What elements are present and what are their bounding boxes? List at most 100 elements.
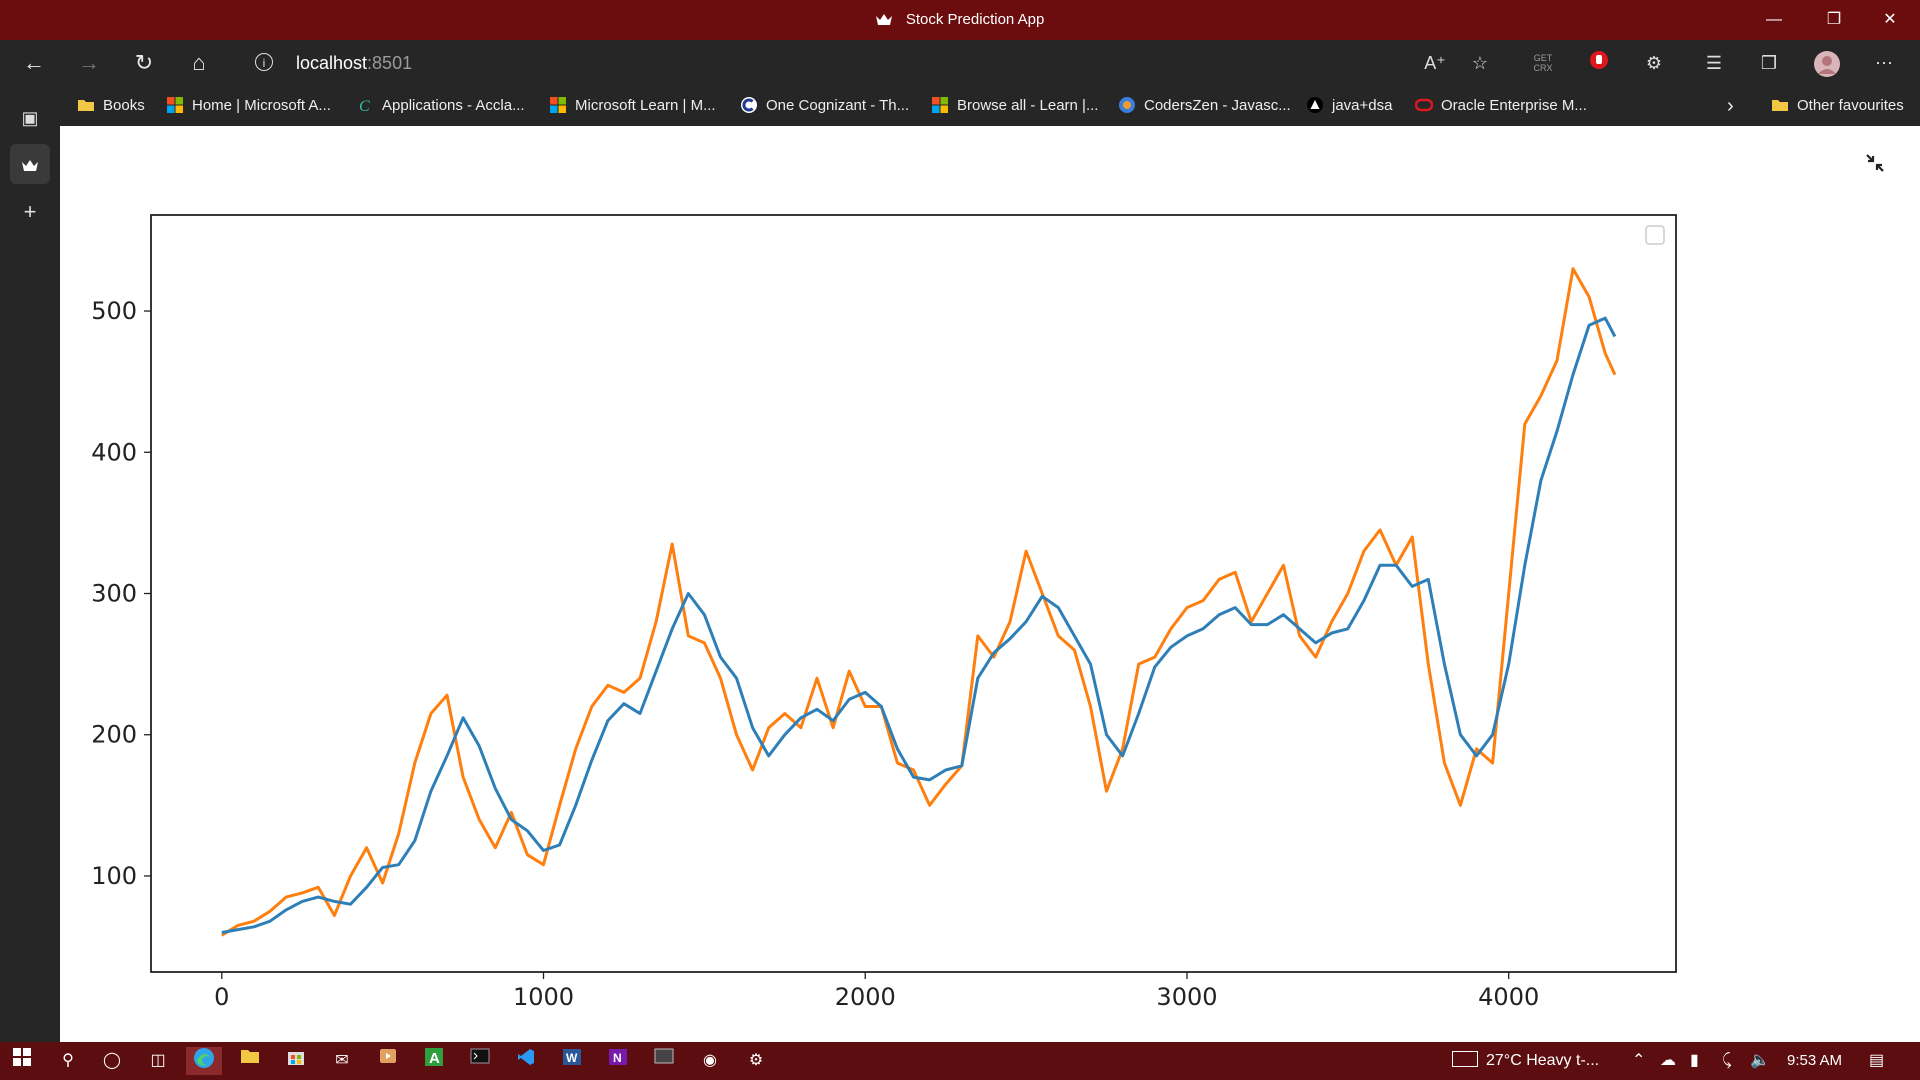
search-icon[interactable]: ⚲ (62, 1052, 74, 1069)
app-window-icon (654, 1048, 674, 1064)
svg-text:W: W (566, 1051, 578, 1065)
favourites-icon[interactable]: ☰ (1705, 53, 1723, 73)
microsoft-icon (550, 97, 566, 113)
bookmark-java-dsa[interactable]: java+dsa (1306, 86, 1392, 126)
new-tab-button[interactable]: + (23, 199, 37, 224)
window-title: Stock Prediction App (905, 11, 1045, 28)
folder-icon (241, 1050, 259, 1063)
weather-widget[interactable]: 27°C Heavy t-... (1452, 1042, 1599, 1080)
show-hidden-icons-chevron-icon[interactable]: ⌃ (1632, 1052, 1646, 1069)
other-favourites[interactable]: Other favourites (1771, 86, 1904, 126)
volume-icon[interactable]: 🔈 (1750, 1052, 1770, 1069)
media-player-icon[interactable] (374, 1047, 402, 1075)
window-app-icon[interactable] (650, 1047, 678, 1075)
microsoft-icon (932, 97, 948, 113)
profile-avatar[interactable] (1813, 50, 1840, 77)
x-tick-label: 4000 (1478, 983, 1539, 1011)
more-menu-icon[interactable]: ⋯ (1875, 53, 1893, 73)
tab-stock-prediction-app[interactable] (10, 144, 50, 184)
command-prompt-icon (470, 1048, 490, 1064)
streamlit-crown-icon (22, 160, 38, 171)
bookmark-applications[interactable]: C Applications - Accla... (356, 86, 525, 126)
y-tick-label: 300 (91, 580, 137, 608)
legend-box (1645, 225, 1665, 245)
exit-fullscreen-icon[interactable] (1865, 153, 1885, 173)
series-line-1 (221, 316, 1617, 934)
word-icon[interactable]: W (558, 1047, 586, 1075)
windows-taskbar: ⚲ ◯ ◫ ✉ A W N ◉ ⚙ 27°C Heavy t-... ⌃ ☁ ▮… (0, 1042, 1920, 1080)
y-tick-label: 400 (91, 438, 137, 466)
extension-hand-icon[interactable] (1586, 50, 1612, 76)
battery-icon[interactable]: ▮ (1690, 1052, 1699, 1069)
windows-logo-icon (13, 1048, 31, 1066)
green-a-icon: A (425, 1048, 443, 1067)
video-icon (380, 1049, 396, 1063)
extensions-icon[interactable]: ⚙ (1645, 53, 1663, 73)
notification-center-icon[interactable]: ▤ (1869, 1052, 1885, 1069)
edge-browser-icon (194, 1048, 214, 1068)
site-info-icon[interactable]: i (255, 53, 273, 71)
plot-frame (150, 214, 1677, 973)
bookmark-one-cognizant[interactable]: One Cognizant - Th... (740, 86, 909, 126)
minimize-button[interactable]: — (1766, 11, 1782, 28)
mail-icon[interactable]: ✉ (335, 1052, 349, 1069)
collections-icon[interactable]: ❒ (1760, 53, 1778, 73)
bookmark-browse-all-learn[interactable]: Browse all - Learn |... (931, 86, 1098, 126)
get-crx-extension-icon[interactable]: GET CRX (1533, 53, 1553, 73)
weather-text: 27°C Heavy t-... (1486, 1052, 1600, 1069)
page-content: 0 1000 2000 3000 4000 100 200 300 400 500 (60, 126, 1920, 1042)
file-explorer-icon[interactable] (236, 1047, 264, 1075)
microsoft-word-icon: W (563, 1049, 581, 1065)
back-button[interactable]: ← (23, 50, 45, 75)
read-aloud-icon[interactable]: A⁺ (1424, 53, 1446, 73)
onenote-icon[interactable]: N (604, 1047, 632, 1075)
news-weather-icon (1452, 1051, 1478, 1067)
home-button[interactable]: ⌂ (192, 50, 206, 75)
bookmark-oracle[interactable]: Oracle Enterprise M... (1415, 86, 1587, 126)
restore-button[interactable]: ❐ (1826, 11, 1842, 28)
red-hand-icon (1590, 51, 1608, 69)
svg-text:C: C (359, 98, 370, 114)
cortana-icon[interactable]: ◯ (103, 1052, 121, 1069)
avatar (1814, 51, 1840, 77)
onedrive-icon[interactable]: ☁ (1660, 1052, 1676, 1069)
forward-button[interactable]: → (78, 50, 100, 75)
svg-text:N: N (613, 1051, 622, 1065)
wifi-icon[interactable]: ⤹ (1722, 1052, 1732, 1069)
oracle-icon (1415, 98, 1433, 112)
refresh-button[interactable]: ↻ (134, 50, 154, 75)
microsoft-onenote-icon: N (609, 1049, 627, 1065)
microsoft-icon (167, 97, 183, 113)
terminal-icon[interactable] (466, 1047, 494, 1075)
edge-taskbar-icon[interactable] (186, 1047, 222, 1075)
favourites-bar: Books Home | Microsoft A... C Application… (60, 86, 1920, 126)
y-tick-label: 200 (91, 721, 137, 749)
close-button[interactable]: ✕ (1883, 11, 1897, 28)
settings-icon[interactable]: ⚙ (748, 1052, 764, 1069)
browser-toolbar: ← → ↻ ⌂ i localhost:8501 A⁺ ☆ GET CRX ⚙ … (0, 40, 1920, 86)
address-bar[interactable]: i localhost:8501 (240, 46, 1490, 80)
svg-text:A: A (429, 1050, 440, 1067)
bookmark-books[interactable]: Books (77, 86, 145, 126)
more-favourites-chevron-icon[interactable]: › (1727, 95, 1734, 117)
add-favourite-icon[interactable]: ☆ (1471, 53, 1489, 73)
bookmark-microsoft-learn[interactable]: Microsoft Learn | M... (549, 86, 716, 126)
triangle-icon (1307, 97, 1323, 113)
store-icon (288, 1052, 304, 1065)
streamlit-crown-icon (875, 14, 892, 25)
bookmark-coderszen[interactable]: CodersZen - Javasc... (1118, 86, 1291, 126)
clock[interactable]: 9:53 AM (1787, 1052, 1843, 1069)
c-logo-icon: C (359, 98, 370, 114)
app-a-icon[interactable]: A (420, 1047, 448, 1075)
vertical-tabs-sidebar: ▣ + (0, 86, 60, 1042)
bookmark-home-microsoft[interactable]: Home | Microsoft A... (166, 86, 331, 126)
y-tick-label: 100 (91, 862, 137, 890)
microsoft-store-icon[interactable] (282, 1047, 310, 1075)
media-icon[interactable]: ◉ (703, 1052, 717, 1069)
task-view-icon[interactable]: ◫ (150, 1052, 166, 1069)
vscode-icon[interactable] (512, 1047, 540, 1075)
tab-actions-icon[interactable]: ▣ (21, 108, 39, 128)
windows-start-icon[interactable] (8, 1047, 36, 1075)
window-title-area: Stock Prediction App (0, 0, 1920, 40)
stock-price-chart: 0 1000 2000 3000 4000 100 200 300 400 500 (91, 214, 1677, 1011)
